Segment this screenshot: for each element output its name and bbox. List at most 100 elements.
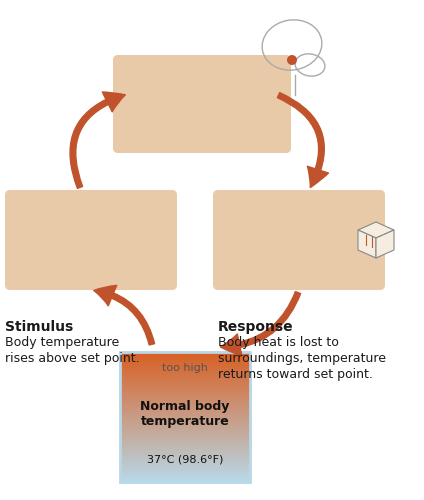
Bar <box>120 462 250 463</box>
Bar <box>120 474 250 475</box>
Bar <box>120 355 250 356</box>
Bar <box>120 392 250 393</box>
Text: Stimulus: Stimulus <box>5 320 73 334</box>
Bar <box>120 437 250 438</box>
Bar <box>120 428 250 430</box>
Bar <box>120 378 250 380</box>
Text: returns toward set point.: returns toward set point. <box>218 368 373 381</box>
Bar <box>120 425 250 426</box>
Bar <box>120 362 250 363</box>
Bar <box>120 367 250 368</box>
Bar <box>120 449 250 450</box>
Bar <box>120 463 250 464</box>
Bar <box>120 473 250 474</box>
Text: surroundings, temperature: surroundings, temperature <box>218 352 386 365</box>
Bar <box>120 415 250 416</box>
Bar <box>120 464 250 465</box>
Bar <box>120 381 250 382</box>
FancyArrowPatch shape <box>70 92 126 188</box>
Bar <box>120 433 250 434</box>
Bar <box>120 397 250 398</box>
Bar <box>120 404 250 406</box>
Bar <box>120 471 250 472</box>
Bar <box>120 361 250 362</box>
Bar <box>120 408 250 409</box>
FancyArrowPatch shape <box>277 92 329 188</box>
Bar <box>120 424 250 425</box>
Bar <box>120 386 250 387</box>
Bar <box>120 467 250 468</box>
Bar <box>120 472 250 473</box>
Bar <box>120 352 250 482</box>
Bar <box>120 389 250 390</box>
FancyBboxPatch shape <box>5 190 177 290</box>
Bar <box>120 369 250 370</box>
Bar <box>120 477 250 478</box>
Bar <box>120 453 250 454</box>
Bar <box>120 394 250 395</box>
Bar <box>120 454 250 456</box>
Bar <box>120 360 250 361</box>
Bar <box>120 371 250 372</box>
Bar <box>120 356 250 357</box>
Bar <box>120 387 250 388</box>
Bar <box>120 396 250 397</box>
Bar <box>120 438 250 439</box>
Bar <box>120 469 250 470</box>
Bar <box>120 423 250 424</box>
Bar <box>120 354 250 355</box>
Bar <box>120 475 250 476</box>
Bar <box>120 374 250 375</box>
Bar <box>120 434 250 435</box>
Polygon shape <box>376 230 394 258</box>
Bar <box>120 359 250 360</box>
Bar <box>120 368 250 369</box>
Bar <box>120 439 250 440</box>
Bar <box>120 448 250 449</box>
Bar <box>120 401 250 402</box>
Bar <box>120 430 250 432</box>
Bar <box>120 442 250 443</box>
Bar <box>120 445 250 446</box>
Bar <box>120 478 250 479</box>
Bar <box>120 373 250 374</box>
Bar <box>120 363 250 364</box>
Text: Body temperature: Body temperature <box>5 336 119 349</box>
FancyBboxPatch shape <box>113 55 291 153</box>
Bar <box>120 409 250 410</box>
Bar <box>120 426 250 427</box>
Bar <box>120 452 250 453</box>
Bar <box>120 466 250 467</box>
Bar <box>120 461 250 462</box>
Bar <box>120 432 250 433</box>
Bar <box>120 427 250 428</box>
Bar <box>120 399 250 400</box>
Bar <box>120 365 250 366</box>
Bar <box>120 417 250 418</box>
Bar <box>120 352 250 354</box>
Bar <box>120 366 250 367</box>
Bar <box>120 402 250 404</box>
Bar <box>120 451 250 452</box>
Bar <box>120 380 250 381</box>
Bar <box>120 460 250 461</box>
Bar <box>120 440 250 441</box>
Bar <box>120 357 250 358</box>
Bar <box>120 422 250 423</box>
Bar <box>120 375 250 376</box>
Bar <box>120 385 250 386</box>
Bar <box>120 393 250 394</box>
Bar <box>120 447 250 448</box>
Bar <box>120 443 250 444</box>
Bar <box>120 400 250 401</box>
Bar <box>120 407 250 408</box>
Bar <box>120 458 250 459</box>
Text: rises above set point.: rises above set point. <box>5 352 139 365</box>
Circle shape <box>287 55 297 65</box>
Text: Body heat is lost to: Body heat is lost to <box>218 336 339 349</box>
Bar <box>120 410 250 411</box>
Bar <box>120 416 250 417</box>
Bar <box>120 435 250 436</box>
Bar <box>120 446 250 447</box>
Bar <box>120 419 250 420</box>
